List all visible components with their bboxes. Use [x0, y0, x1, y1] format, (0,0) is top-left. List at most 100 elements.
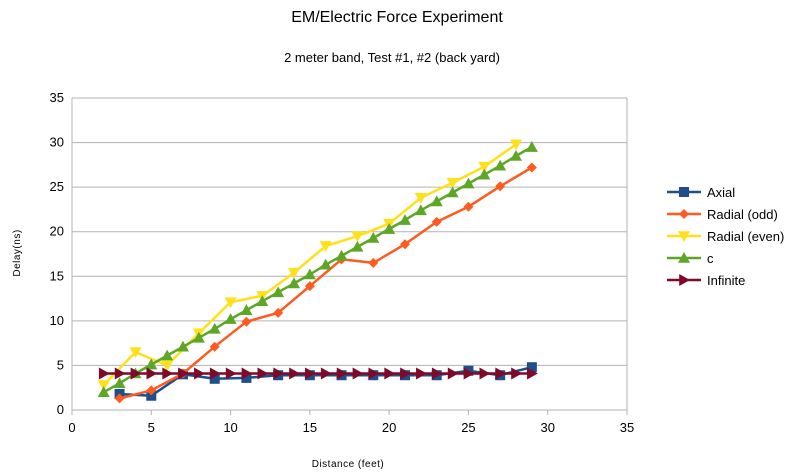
data-point — [146, 367, 158, 380]
data-point — [430, 195, 443, 207]
chart-subtitle: 2 meter band, Test #1, #2 (back yard) — [284, 50, 500, 65]
x-tick-label: 0 — [68, 420, 75, 435]
data-point — [335, 249, 348, 261]
data-point — [351, 231, 364, 243]
data-point — [510, 139, 522, 151]
data-point — [525, 141, 538, 152]
data-point — [368, 367, 380, 380]
data-point — [367, 231, 380, 243]
data-point — [510, 149, 522, 161]
series-line — [103, 145, 533, 394]
data-point — [272, 286, 285, 298]
data-point — [495, 181, 506, 192]
legend-item: Radial (even) — [667, 229, 784, 244]
series-line — [119, 166, 533, 400]
data-point — [97, 386, 110, 397]
axes — [71, 98, 628, 415]
data-point — [479, 367, 491, 380]
data-point — [177, 340, 189, 352]
data-point — [224, 313, 237, 324]
data-point — [447, 367, 459, 380]
data-point — [208, 322, 221, 334]
x-axis-label: Distance (feet) — [312, 459, 385, 470]
data-point — [462, 177, 475, 189]
series-radial-even — [97, 139, 522, 392]
x-tick-label: 25 — [461, 420, 475, 435]
data-point — [414, 193, 427, 204]
data-point — [431, 216, 442, 227]
data-point — [463, 201, 474, 212]
x-tick-label: 35 — [620, 420, 634, 435]
data-point — [351, 240, 364, 252]
data-point — [431, 367, 443, 380]
data-point — [288, 277, 300, 289]
data-point — [399, 214, 411, 225]
data-point — [192, 331, 205, 343]
y-tick-label: 0 — [57, 402, 64, 417]
legend-item: Infinite — [667, 273, 745, 288]
data-point — [194, 367, 205, 380]
data-point — [400, 239, 410, 250]
data-point — [241, 316, 252, 327]
data-point — [178, 367, 189, 380]
data-point — [257, 367, 269, 380]
data-point — [161, 349, 174, 361]
x-tick-label: 10 — [223, 420, 237, 435]
x-tick-label: 20 — [382, 420, 396, 435]
plot-area — [97, 139, 538, 404]
legend-swatch-marker — [679, 187, 689, 197]
data-point — [98, 367, 110, 380]
y-tick-label: 5 — [57, 357, 64, 372]
data-point — [383, 223, 396, 234]
data-point — [400, 367, 411, 380]
y-tick-label: 15 — [50, 268, 64, 283]
legend-label: Radial (odd) — [707, 207, 778, 222]
series-infinite — [98, 367, 538, 380]
legend-swatch-marker — [678, 231, 690, 242]
data-point — [304, 281, 315, 292]
data-point — [478, 161, 491, 173]
data-point — [368, 257, 379, 268]
data-point — [494, 159, 507, 171]
data-point — [511, 367, 522, 380]
legend: Axial Radial (odd) Radial (even) c Infinite — [667, 185, 784, 288]
data-point — [463, 367, 475, 380]
data-point — [209, 367, 221, 380]
data-point — [209, 341, 220, 352]
series-radial-odd — [114, 162, 537, 404]
y-axis-label: Delay(ns) — [12, 229, 23, 276]
legend-item: c — [667, 251, 714, 266]
data-point — [526, 162, 537, 173]
data-point — [414, 204, 427, 216]
data-point — [527, 367, 538, 380]
data-point — [224, 297, 237, 309]
legend-label: Infinite — [707, 273, 745, 288]
data-point — [114, 393, 125, 404]
data-point — [225, 367, 237, 380]
x-tick-label: 5 — [148, 420, 155, 435]
data-point — [320, 367, 332, 380]
legend-item: Axial — [667, 185, 735, 200]
data-point — [273, 307, 284, 318]
data-point — [446, 177, 459, 189]
data-point — [97, 380, 110, 392]
data-point — [289, 367, 300, 380]
chart-title: EM/Electric Force Experiment — [291, 9, 503, 26]
data-point — [130, 367, 142, 380]
data-point — [256, 295, 269, 307]
data-point — [273, 367, 285, 380]
legend-label: Radial (even) — [707, 229, 784, 244]
data-point — [241, 367, 253, 380]
series-axial — [114, 362, 537, 401]
legend-swatch-marker — [678, 252, 690, 263]
data-point — [288, 267, 300, 279]
data-point — [162, 367, 174, 380]
data-point — [113, 377, 126, 389]
y-tick-label: 20 — [50, 224, 64, 239]
legend-swatch-marker — [679, 209, 689, 219]
x-tick-label: 30 — [540, 420, 554, 435]
data-point — [305, 367, 316, 380]
y-tick-label: 10 — [50, 313, 64, 328]
y-tick-label: 25 — [50, 179, 64, 194]
data-point — [478, 168, 491, 180]
